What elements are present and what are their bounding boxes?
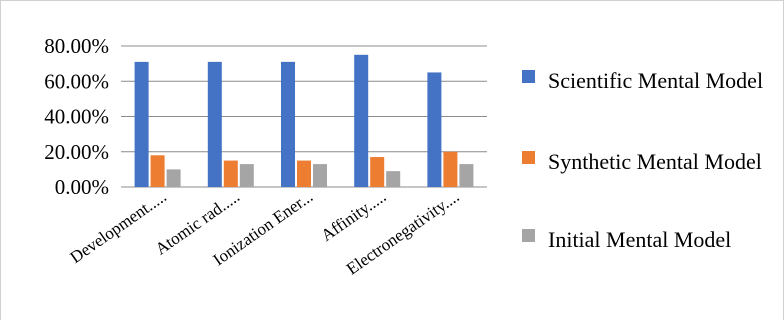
bar bbox=[313, 164, 327, 187]
legend-label: Initial Mental Model bbox=[548, 227, 731, 252]
bars bbox=[134, 54, 474, 187]
bar bbox=[150, 155, 165, 187]
bar bbox=[223, 160, 238, 187]
bar bbox=[443, 151, 458, 187]
legend-swatch bbox=[522, 229, 535, 242]
x-tick-label: Affinity..... bbox=[317, 187, 389, 245]
bar bbox=[207, 61, 222, 187]
y-tick-label: 40.00% bbox=[44, 105, 109, 129]
bar bbox=[134, 61, 149, 187]
bar bbox=[427, 72, 442, 187]
y-axis-ticks: 0.00% 20.00% 40.00% 60.00% 80.00% bbox=[44, 34, 109, 199]
legend-swatch bbox=[522, 70, 535, 83]
legend-swatch bbox=[522, 151, 535, 164]
y-tick-label: 0.00% bbox=[55, 175, 109, 199]
bar bbox=[297, 160, 311, 187]
bar bbox=[239, 164, 254, 187]
legend-label: Synthetic Mental Model bbox=[548, 149, 762, 174]
bar bbox=[370, 157, 385, 187]
y-tick-label: 80.00% bbox=[44, 34, 109, 58]
bar bbox=[459, 164, 474, 187]
bar bbox=[166, 169, 181, 187]
y-tick-label: 20.00% bbox=[44, 140, 109, 164]
gridlines bbox=[121, 45, 487, 188]
bar bbox=[386, 171, 401, 187]
bar bbox=[281, 61, 295, 187]
legend: Scientific Mental Model Synthetic Mental … bbox=[522, 68, 763, 252]
y-tick-label: 60.00% bbox=[44, 69, 109, 93]
bar bbox=[354, 54, 369, 187]
x-axis-ticks: Development.....Atomic rad.....Ionizatio… bbox=[67, 187, 463, 279]
legend-label: Scientific Mental Model bbox=[548, 68, 763, 93]
